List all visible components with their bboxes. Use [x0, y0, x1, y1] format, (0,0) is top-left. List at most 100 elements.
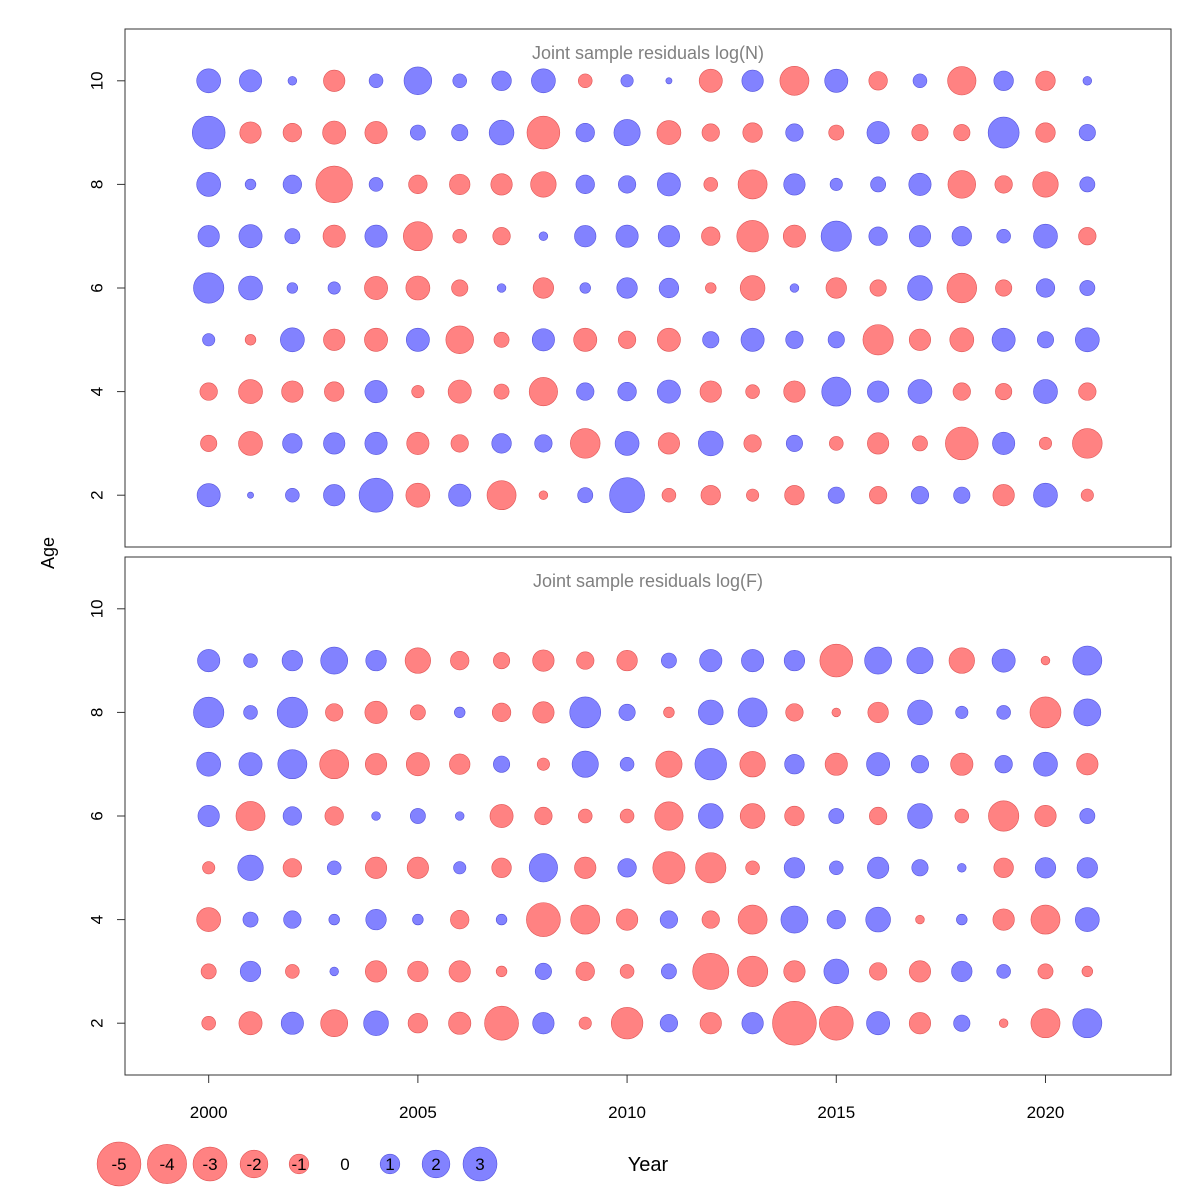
residual-bubble	[1072, 645, 1103, 676]
residual-bubble	[618, 175, 637, 194]
residual-bubble	[284, 228, 301, 245]
residual-bubble	[701, 226, 721, 246]
residual-bubble	[948, 647, 975, 674]
residual-bubble	[280, 327, 305, 353]
residual-bubble	[910, 486, 930, 505]
residual-bubble	[908, 328, 931, 351]
residual-bubble	[408, 174, 428, 194]
residual-bubble	[620, 74, 634, 88]
residual-bubble	[915, 914, 925, 925]
residual-bubble	[827, 486, 845, 504]
residual-bubble	[322, 224, 346, 248]
residual-bubble	[448, 483, 472, 507]
residual-bubble	[191, 115, 226, 150]
residual-bubble	[448, 960, 471, 983]
residual-bubble	[526, 902, 561, 937]
residual-bubble	[661, 963, 677, 980]
residual-bubble	[200, 434, 218, 452]
residual-bubble	[946, 272, 977, 304]
residual-bubble	[244, 178, 257, 191]
residual-bubble	[745, 860, 760, 876]
residual-bubble	[867, 856, 890, 879]
residual-bubble	[197, 804, 220, 828]
residual-bubble	[493, 331, 510, 348]
residual-bubble	[323, 432, 346, 455]
residual-bubble	[496, 283, 507, 293]
residual-bubble	[365, 753, 388, 776]
residual-bubble	[530, 171, 557, 198]
y-axis-label: Age	[38, 537, 58, 569]
residual-bubble	[1037, 963, 1054, 980]
legend-label: -5	[111, 1155, 126, 1174]
residual-bubble	[785, 703, 804, 722]
residual-bubble	[869, 279, 887, 297]
residual-bubble	[202, 861, 216, 875]
residual-bubble	[1078, 124, 1096, 142]
residual-bubble	[526, 115, 561, 150]
residual-bubble	[908, 1012, 931, 1035]
residual-bubble	[987, 116, 1020, 149]
panel-title: Joint sample residuals log(F)	[533, 571, 763, 591]
residual-bubble	[867, 432, 890, 455]
residual-bubble	[412, 913, 424, 926]
residual-bubble	[1032, 171, 1059, 198]
residual-bubble	[325, 703, 344, 722]
residual-bubble	[695, 852, 727, 884]
residual-bubble	[654, 801, 684, 831]
residual-bubble	[244, 334, 257, 346]
residual-bubble	[619, 964, 635, 979]
residual-bubble	[1075, 327, 1100, 353]
residual-bubble	[324, 381, 345, 402]
residual-bubble	[741, 649, 765, 673]
residual-bubble	[661, 487, 677, 503]
residual-bubble	[277, 749, 308, 780]
residual-bubble	[406, 856, 429, 879]
residual-bubble	[617, 382, 637, 402]
residual-bubble	[784, 754, 805, 775]
residual-bubble	[868, 71, 888, 91]
residual-bubble	[659, 1014, 678, 1033]
residual-bubble	[1079, 176, 1096, 193]
residual-bubble	[403, 66, 433, 95]
residual-bubble	[1075, 907, 1100, 932]
residual-bubble	[737, 955, 769, 987]
residual-bubble	[493, 383, 510, 400]
residual-bubble	[911, 124, 929, 142]
residual-bubble	[659, 910, 678, 929]
residual-bubble	[870, 176, 887, 193]
residual-bubble	[323, 69, 346, 92]
residual-bubble	[824, 752, 848, 776]
residual-bubble	[280, 1011, 304, 1035]
residual-bubble	[320, 1009, 349, 1038]
residual-bubble	[826, 910, 846, 930]
residual-bubble	[869, 806, 888, 826]
residual-bubble	[365, 909, 387, 931]
residual-bubble	[618, 703, 636, 721]
residual-bubble	[613, 119, 641, 147]
residual-bubble	[276, 696, 308, 728]
legend-bubble	[96, 1141, 142, 1187]
residual-bubble	[619, 756, 635, 772]
legend-label: 1	[385, 1155, 394, 1174]
residual-bubble	[783, 857, 806, 879]
residual-bubble	[912, 435, 928, 452]
residual-bubble	[789, 283, 800, 293]
residual-bubble	[694, 748, 727, 781]
residual-bubble	[995, 383, 1013, 401]
residual-bubble	[324, 806, 344, 826]
residual-bubble	[1033, 223, 1058, 249]
residual-bubble	[235, 801, 266, 831]
residual-bubble	[364, 327, 388, 352]
residual-bubble	[242, 911, 259, 928]
residual-bubble	[571, 750, 599, 778]
legend-item: 0	[340, 1155, 349, 1174]
panel-1: Joint sample residuals log(N) 2 4 6 8 10	[87, 28, 1172, 548]
residual-bubble	[368, 177, 384, 192]
residual-bubble	[701, 123, 720, 142]
residual-bubble	[864, 646, 892, 675]
residual-bubble	[491, 702, 512, 722]
legend-label: 0	[340, 1155, 349, 1174]
residual-bubble	[1072, 1008, 1103, 1039]
legend-item: -4	[147, 1144, 187, 1184]
residual-bubble	[247, 491, 254, 499]
